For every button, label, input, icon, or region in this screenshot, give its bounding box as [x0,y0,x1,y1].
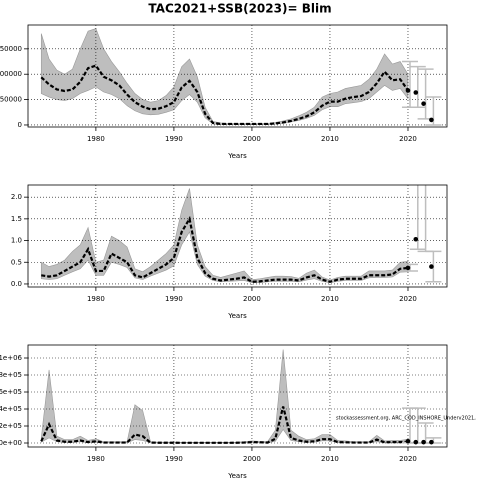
x-tick-label: 1980 [87,295,105,303]
x-tick-label: 2010 [321,295,339,303]
confidence-band [40,188,409,283]
x-axis-label: Years [227,312,247,320]
x-tick-label: 1990 [165,135,183,143]
y-tick-label: 150000 [0,45,22,53]
x-tick-label: 2000 [243,135,261,143]
y-tick-label: 1.0 [11,237,22,245]
x-tick-label: 2020 [399,135,417,143]
estimate-line [40,406,409,444]
forecast-point [429,439,434,445]
forecast-point [429,264,434,269]
y-tick-label: 6e+05 [0,388,22,396]
y-tick-label: 8e+05 [0,371,22,379]
y-tick-label: 50000 [0,96,22,104]
plot-area [28,25,447,127]
chart-title: TAC2021+SSB(2023)= Blim [148,2,331,16]
forecast-point [421,101,426,106]
y-tick-label: 0e+00 [0,439,22,447]
estimate-line [41,215,409,283]
x-tick-label: 2010 [321,135,339,143]
plot-frame [27,344,448,448]
x-axis-label: Years [227,152,247,160]
y-tick-label: 1.5 [11,215,22,223]
confidence-band [40,28,409,125]
x-tick-label: 2020 [399,455,417,463]
x-tick-label: 2000 [243,295,261,303]
forecast-point [413,439,419,445]
forecast-point [413,90,419,95]
x-tick-label: 2000 [243,455,261,463]
y-tick-label: 0.0 [11,280,22,288]
confidence-band [40,349,409,444]
plot-area [28,345,447,447]
annotation: stockassessment.org, ARC_COD_INSHORE_Und… [336,416,476,422]
x-tick-label: 1980 [87,135,105,143]
plot-frame [27,184,448,288]
x-axis-label: Years [227,472,247,480]
x-tick-label: 1990 [165,455,183,463]
y-tick-label: 2.0 [11,193,22,201]
estimate-line [40,64,409,126]
y-tick-label: 0 [18,121,22,129]
x-tick-label: 2010 [321,455,339,463]
x-tick-label: 1990 [165,295,183,303]
forecast-point [429,117,434,123]
x-tick-label: 2020 [399,295,417,303]
forecast-point [405,439,411,444]
forecast-point [413,236,419,242]
forecast-point [421,439,426,445]
plot-frame [27,24,448,128]
y-tick-label: 0.5 [11,258,22,266]
forecast-point [405,265,411,271]
plot-area [28,185,447,287]
y-tick-label: 100000 [0,70,22,78]
y-tick-label: 4e+05 [0,405,22,413]
x-tick-label: 1980 [87,455,105,463]
forecast-point [405,88,411,93]
y-tick-label: 1e+06 [0,354,23,362]
y-tick-label: 2e+05 [0,422,22,430]
